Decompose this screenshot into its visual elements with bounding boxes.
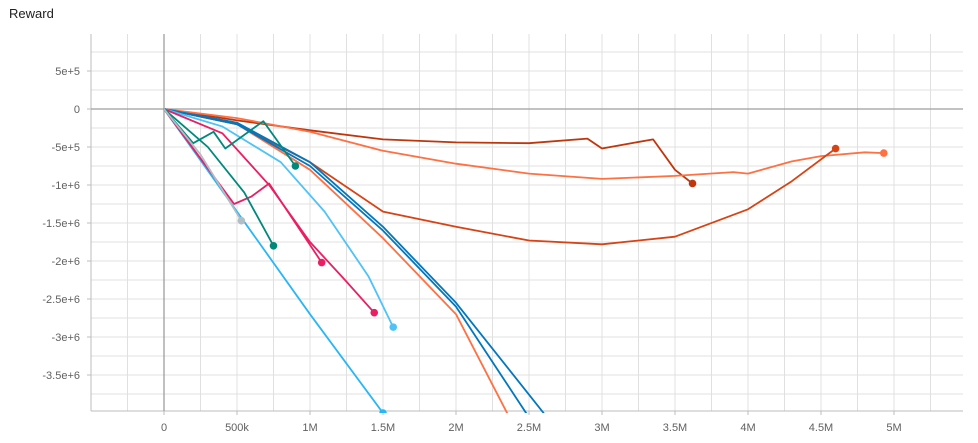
x-tick-label: 0 xyxy=(161,422,167,434)
series-end-point-10 xyxy=(317,258,326,267)
x-tick-label: 1M xyxy=(302,422,317,434)
series-end-point-8 xyxy=(379,409,387,413)
y-tick-label: -2e+6 xyxy=(52,256,80,268)
series-end-point-1 xyxy=(688,179,697,188)
x-tick-label: 4.5M xyxy=(809,422,833,434)
y-tick-label: -3e+6 xyxy=(52,332,80,344)
series-line-8 xyxy=(163,108,384,413)
y-tick-label: -5e+5 xyxy=(52,142,80,154)
series-line-7 xyxy=(163,108,395,329)
series-end-point-2 xyxy=(879,149,888,157)
series-end-point-12 xyxy=(269,242,278,250)
x-tick-label: 3.5M xyxy=(663,422,687,434)
series-end-point-7 xyxy=(389,323,398,331)
series-end-point-11 xyxy=(291,162,300,170)
x-tick-label: 1.5M xyxy=(371,422,395,434)
series-line-10 xyxy=(163,108,323,264)
y-tick-label: -1.5e+6 xyxy=(42,218,80,230)
x-tick-label: 4M xyxy=(740,422,755,434)
series-line-13 xyxy=(163,108,243,222)
x-tick-label: 3M xyxy=(594,422,609,434)
y-tick-label: -3.5e+6 xyxy=(42,370,80,382)
series-line-11 xyxy=(163,108,297,167)
x-tick-label: 2M xyxy=(448,422,463,434)
x-tick-label: 5M xyxy=(886,422,901,434)
y-tick-label: -2.5e+6 xyxy=(42,294,80,306)
y-tick-label: -1e+6 xyxy=(52,180,80,192)
chart-title: Reward xyxy=(9,6,54,21)
x-tick-label: 2.5M xyxy=(517,422,541,434)
series-end-point-13 xyxy=(237,216,246,225)
grid-lines xyxy=(90,34,963,411)
series-line-2 xyxy=(163,108,885,180)
series-end-point-9 xyxy=(370,308,379,317)
series-line-12 xyxy=(163,108,275,247)
y-tick-label: 0 xyxy=(74,104,80,116)
series-lines xyxy=(163,108,888,413)
series-end-point-3 xyxy=(831,144,840,153)
axes xyxy=(87,34,963,415)
tick-labels: 0 500k 1M 1.5M 2M 2.5M 3M 3.5M 4M 4.5M 5M 5e+5 0 -5e+… xyxy=(42,66,901,434)
series-line-5 xyxy=(163,108,527,413)
series-line-3 xyxy=(163,108,837,246)
x-tick-label: 500k xyxy=(225,422,249,434)
y-tick-label: 5e+5 xyxy=(55,66,80,78)
series-line-6 xyxy=(163,108,545,413)
